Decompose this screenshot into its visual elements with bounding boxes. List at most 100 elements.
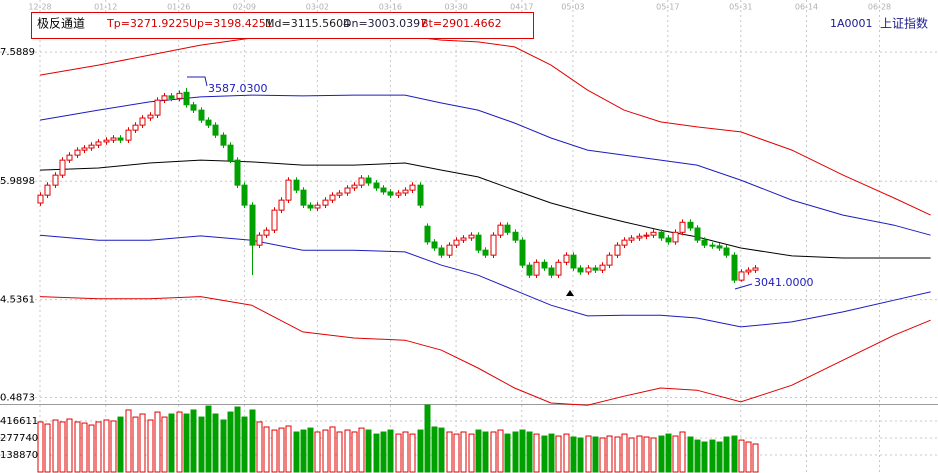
candle-body (628, 237, 635, 241)
volume-bar (205, 405, 212, 473)
candle-body (256, 234, 263, 246)
candle-body (723, 247, 730, 256)
volume-bar (387, 429, 394, 473)
candle-body (519, 239, 526, 266)
volume-bar (672, 435, 679, 473)
band-line (39, 234, 931, 328)
y-tick-label: 7.5889 (0, 47, 35, 58)
candle-body (548, 267, 555, 276)
candle-body (263, 229, 270, 236)
volume-bar (614, 436, 621, 473)
x-tick-label: 03-30 (444, 3, 467, 12)
volume-bar (52, 419, 59, 473)
volume-bar (183, 413, 190, 473)
candle-body (636, 235, 643, 239)
indicator-box (31, 12, 534, 39)
candle-body (738, 271, 745, 281)
candle-body (409, 184, 416, 191)
candle-body (563, 254, 570, 263)
volume-bar (599, 437, 606, 473)
candle-body (205, 119, 212, 126)
volume-bar (585, 435, 592, 473)
volume-bar (636, 435, 643, 473)
candle-body (687, 221, 694, 229)
x-tick-label: 03-02 (306, 3, 329, 12)
candle-body (417, 184, 424, 206)
volume-bar (409, 433, 416, 473)
volume-bar (475, 429, 482, 473)
volume-bar (74, 421, 81, 473)
candle-body (300, 189, 307, 206)
candle-body (88, 144, 95, 149)
volume-bar (212, 413, 219, 473)
candle-body (541, 261, 548, 269)
volume-bar (37, 421, 44, 473)
volume-bar (380, 431, 387, 473)
candle-body (512, 231, 519, 241)
candle-body (731, 254, 738, 281)
candle-body (504, 224, 511, 233)
volume-bar (497, 429, 504, 473)
x-tick-label: 12-28 (28, 3, 51, 12)
volume-bar (329, 426, 336, 473)
candle-body (103, 139, 110, 143)
marker (566, 290, 574, 296)
volume-bar (278, 427, 285, 473)
candle-body (395, 192, 402, 196)
candle-body (190, 104, 197, 111)
volume-bar (103, 419, 110, 473)
indicator-value: Bt=2901.4662 (421, 17, 502, 30)
volume-bar (220, 419, 227, 473)
volume-bar (555, 435, 562, 473)
x-tick-label: 04-17 (510, 3, 533, 12)
candle-body (745, 269, 752, 273)
x-tick-label: 01-12 (94, 3, 117, 12)
candle-body (241, 184, 248, 206)
volume-bar (460, 431, 467, 473)
volume-bar (679, 431, 686, 473)
candle-body (592, 267, 599, 271)
volume-bar (606, 435, 613, 473)
volume-bar (198, 416, 205, 473)
candle-body (249, 204, 256, 246)
candle-body (453, 239, 460, 246)
volume-bar (322, 429, 329, 473)
candle-body (168, 95, 175, 99)
candle-body (752, 267, 759, 271)
volume-bar (139, 413, 146, 473)
candle-body (606, 254, 613, 266)
x-tick-label: 03-16 (379, 3, 402, 12)
volume-tick-label: 277740 (0, 433, 38, 444)
volume-bar (402, 431, 409, 473)
indicator-name: 极反通道 (37, 17, 85, 31)
volume-bar (482, 431, 489, 473)
band-layer (39, 34, 931, 406)
indicator-value: Up=3198.4251 (189, 17, 273, 30)
volume-bar (541, 435, 548, 473)
candle-body (44, 184, 51, 196)
candle-body (117, 137, 124, 141)
candle-body (59, 159, 66, 176)
candle-body (672, 231, 679, 243)
candle-body (701, 239, 708, 246)
volume-bar (745, 441, 752, 473)
volume-bar (373, 433, 380, 473)
volume-bar (249, 409, 256, 473)
volume-bar (731, 435, 738, 473)
volume-bar (358, 427, 365, 473)
y-tick-label: 0.4873 (0, 392, 35, 403)
volume-bar (716, 441, 723, 473)
candle-body (446, 244, 453, 256)
candle-body (314, 204, 321, 209)
candle-body (658, 231, 665, 239)
volume-bar (548, 433, 555, 473)
volume-bar (88, 424, 95, 473)
volume-bar (336, 431, 343, 473)
volume-bar (621, 433, 628, 473)
candle-body (351, 184, 358, 189)
candle-body (460, 237, 467, 241)
candle-body (709, 244, 716, 247)
symbol-name: 上证指数 (880, 16, 928, 31)
candle-body (198, 109, 205, 121)
